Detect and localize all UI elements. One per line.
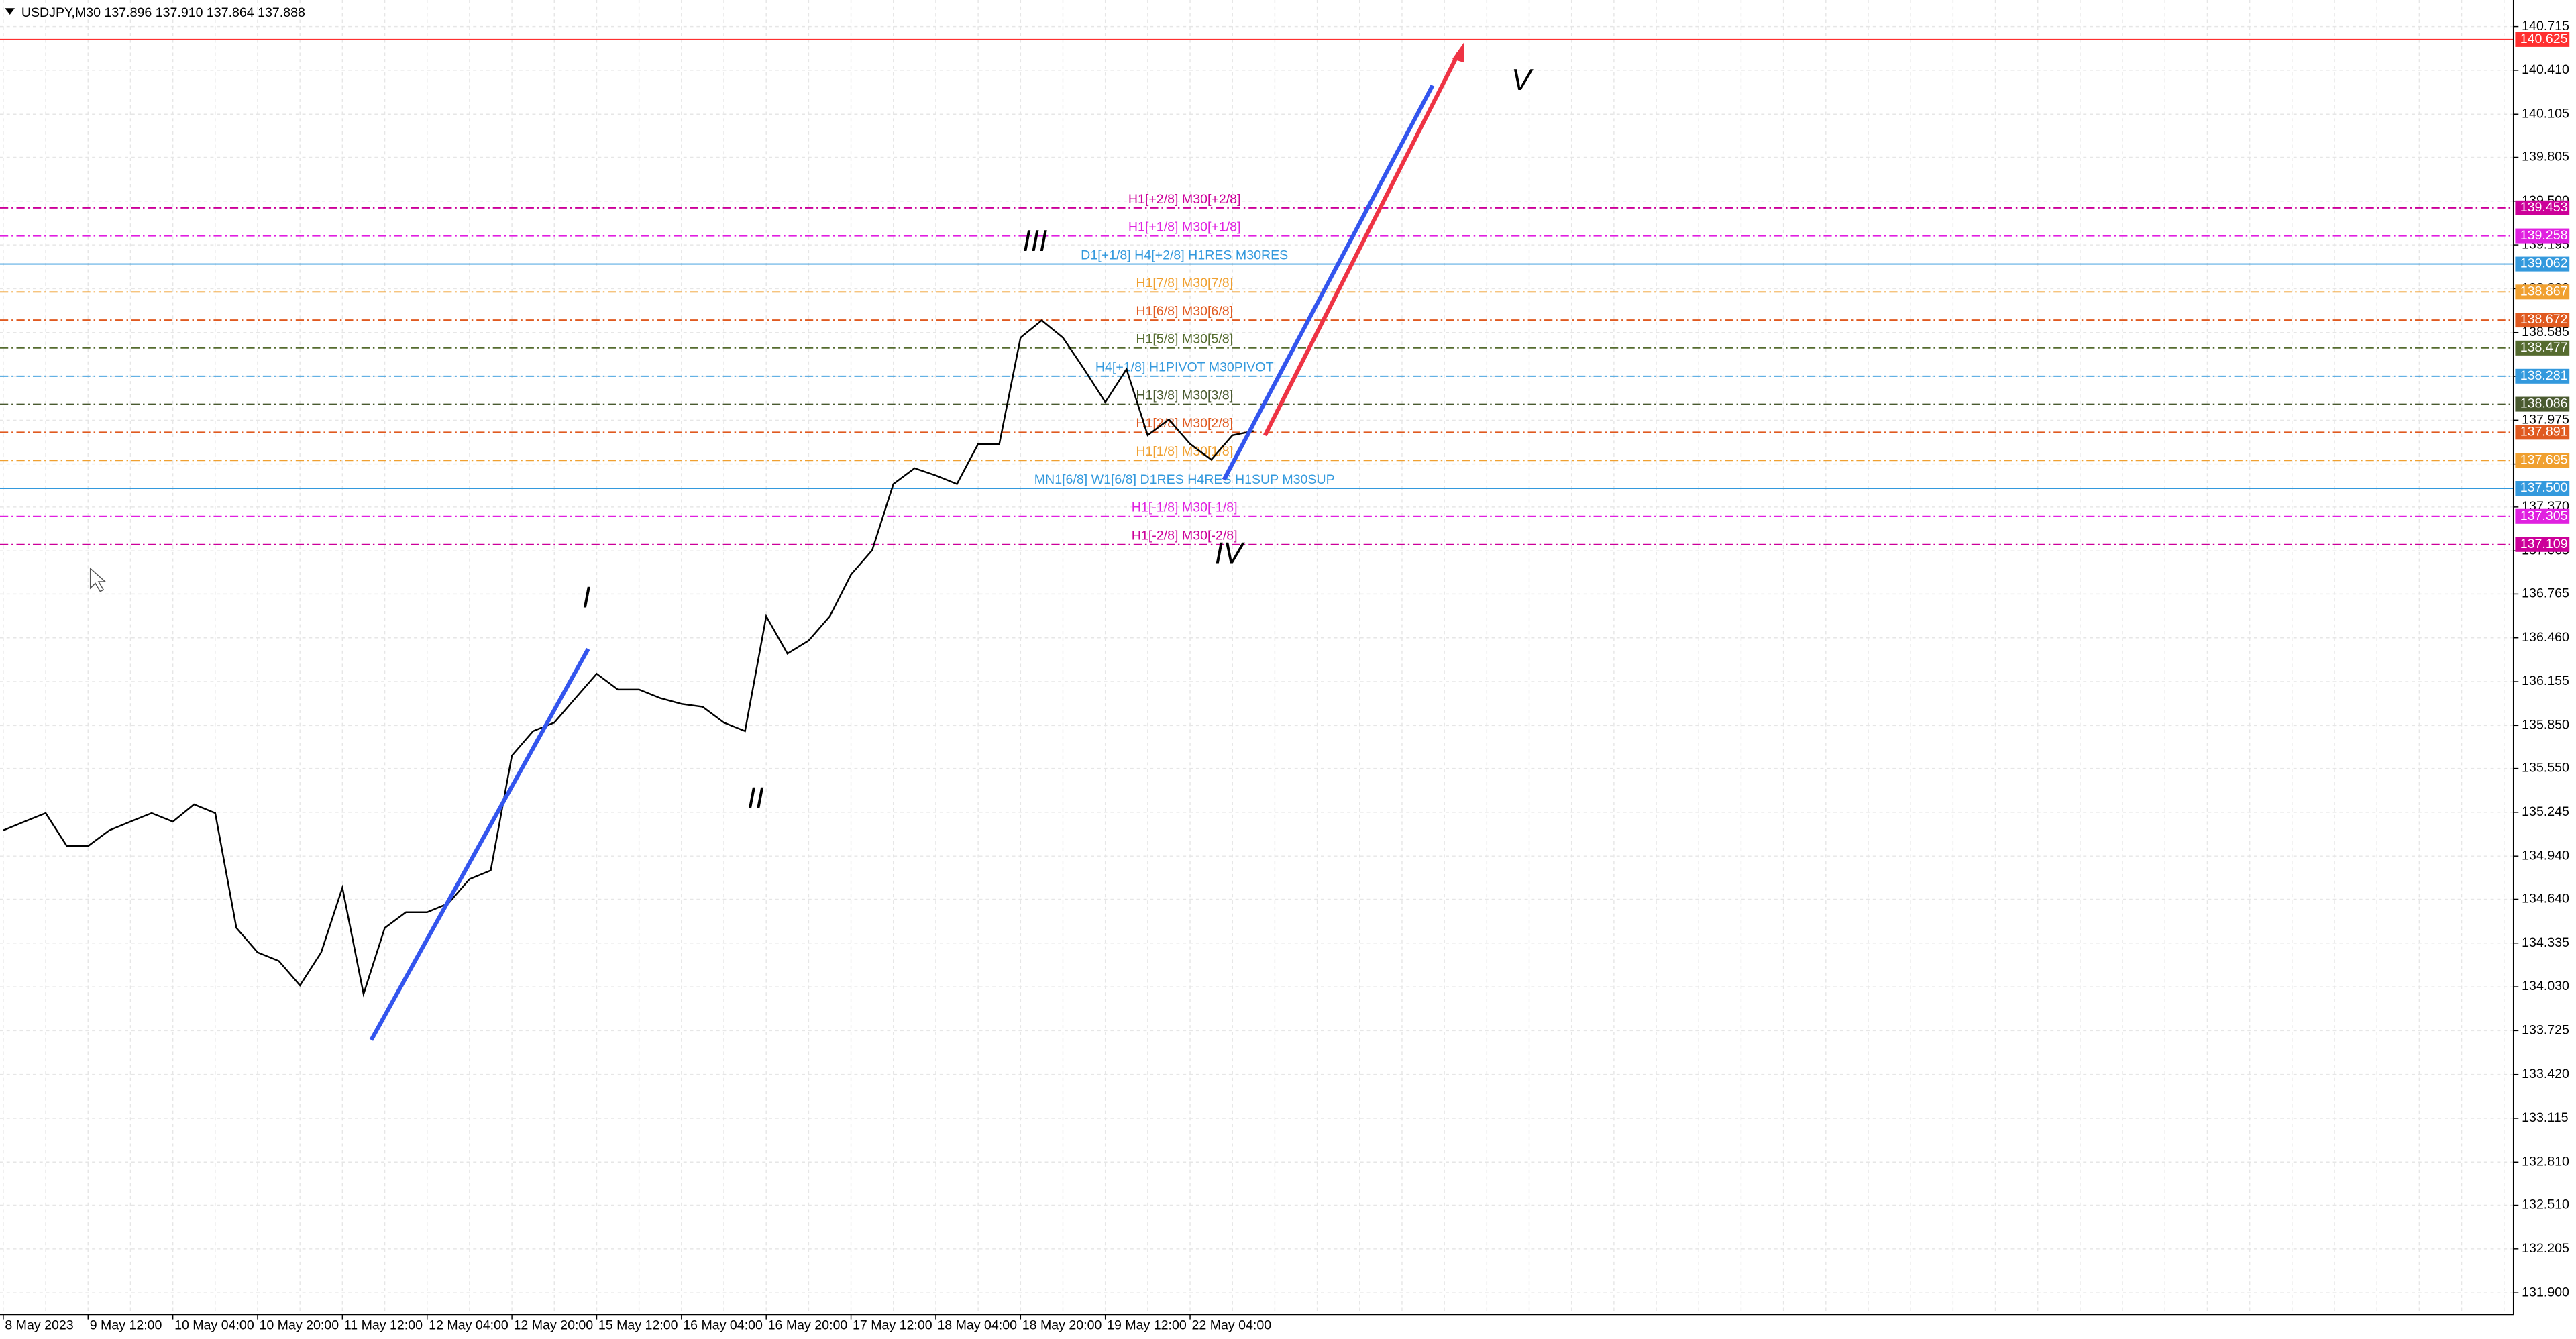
y-tick-label: 133.725 bbox=[2522, 1023, 2569, 1038]
level-label: H1[+1/8] M30[+1/8] bbox=[1128, 220, 1241, 235]
x-tick-label: 8 May 2023 bbox=[5, 1318, 73, 1333]
level-label: D1[+1/8] H4[+2/8] H1RES M30RES bbox=[1081, 248, 1288, 262]
level-label: H1[+2/8] M30[+2/8] bbox=[1128, 192, 1241, 207]
wave-label: V bbox=[1511, 64, 1534, 97]
y-tick-label: 133.420 bbox=[2522, 1067, 2569, 1081]
x-tick-label: 11 May 12:00 bbox=[344, 1318, 423, 1333]
x-tick-label: 18 May 20:00 bbox=[1022, 1318, 1102, 1333]
y-tick-label: 134.940 bbox=[2522, 848, 2569, 863]
level-label: H1[6/8] M30[6/8] bbox=[1136, 304, 1233, 319]
x-tick-label: 12 May 20:00 bbox=[514, 1318, 594, 1333]
y-tick-label: 132.205 bbox=[2522, 1241, 2569, 1256]
price-tag bbox=[2515, 396, 2570, 412]
x-tick-label: 17 May 12:00 bbox=[853, 1318, 932, 1333]
price-tag-label: 138.867 bbox=[2520, 284, 2568, 299]
price-tag-label: 137.109 bbox=[2520, 537, 2568, 551]
menu-icon[interactable] bbox=[5, 8, 15, 15]
y-tick-label: 136.460 bbox=[2522, 630, 2569, 645]
y-tick-label: 133.115 bbox=[2522, 1110, 2568, 1125]
price-tag-label: 139.258 bbox=[2520, 228, 2568, 243]
x-tick-label: 10 May 20:00 bbox=[259, 1318, 339, 1333]
price-tag-label: 137.305 bbox=[2520, 508, 2568, 523]
y-tick-label: 139.805 bbox=[2522, 150, 2569, 164]
price-tag bbox=[2515, 32, 2570, 47]
y-tick-label: 135.850 bbox=[2522, 718, 2569, 733]
y-tick-label: 132.810 bbox=[2522, 1154, 2569, 1169]
arrow-line bbox=[1263, 51, 1461, 437]
y-tick-label: 131.900 bbox=[2522, 1285, 2569, 1299]
y-tick-label: 135.245 bbox=[2522, 804, 2569, 819]
wave-label: II bbox=[747, 782, 763, 814]
level-label: H1[2/8] M30[2/8] bbox=[1136, 416, 1233, 431]
x-tick-label: 16 May 04:00 bbox=[683, 1318, 763, 1333]
wave-line bbox=[1222, 84, 1435, 481]
y-tick-label: 134.640 bbox=[2522, 892, 2569, 906]
price-tag bbox=[2515, 537, 2570, 552]
x-tick-label: 10 May 04:00 bbox=[174, 1318, 254, 1333]
header: USDJPY,M30 137.896 137.910 137.864 137.8… bbox=[21, 5, 305, 20]
price-tag-label: 138.477 bbox=[2520, 340, 2568, 355]
y-tick-label: 140.105 bbox=[2522, 106, 2569, 121]
price-tag-label: 138.086 bbox=[2520, 396, 2568, 411]
level-label: H1[7/8] M30[7/8] bbox=[1136, 276, 1233, 290]
x-tick-label: 12 May 04:00 bbox=[429, 1318, 508, 1333]
wave-labels: I II III IV V bbox=[582, 64, 1534, 814]
y-tick-label: 138.585 bbox=[2522, 325, 2569, 339]
price-tag bbox=[2515, 481, 2570, 496]
price-tag-label: 137.891 bbox=[2520, 424, 2568, 439]
y-tick-label: 140.715 bbox=[2522, 19, 2569, 34]
level-label: H1[1/8] M30[1/8] bbox=[1136, 444, 1233, 459]
grid bbox=[0, 0, 2514, 1315]
price-tag bbox=[2515, 284, 2570, 300]
price-tag-label: 137.695 bbox=[2520, 452, 2568, 467]
price-tag bbox=[2515, 228, 2570, 244]
price-tag-label: 139.062 bbox=[2520, 256, 2568, 271]
x-tick-label: 9 May 12:00 bbox=[90, 1318, 162, 1333]
wave-label: I bbox=[582, 582, 590, 614]
level-label: H1[3/8] M30[3/8] bbox=[1136, 388, 1233, 403]
y-tick-label: 136.765 bbox=[2522, 586, 2569, 601]
price-tag-label: 140.625 bbox=[2520, 32, 2568, 46]
y-tick-label: 132.510 bbox=[2522, 1197, 2569, 1212]
wave-line bbox=[369, 647, 590, 1041]
levels: H1[+2/8] M30[+2/8] H1[+1/8] M30[+1/8] D1[+… bbox=[0, 38, 2514, 545]
price-tag bbox=[2515, 368, 2570, 384]
x-tick-label: 16 May 20:00 bbox=[768, 1318, 848, 1333]
price-tag bbox=[2515, 508, 2570, 524]
y-tick-label: 134.335 bbox=[2522, 935, 2569, 950]
x-tick-label: 22 May 04:00 bbox=[1191, 1318, 1271, 1333]
arrow-head bbox=[1452, 42, 1464, 63]
x-tick-label: 18 May 04:00 bbox=[937, 1318, 1017, 1333]
price-tag bbox=[2515, 425, 2570, 440]
level-label: H1[5/8] M30[5/8] bbox=[1136, 332, 1233, 347]
level-label: H1[-2/8] M30[-2/8] bbox=[1132, 529, 1238, 543]
x-tick-label: 15 May 12:00 bbox=[598, 1318, 678, 1333]
price-tag-label: 138.672 bbox=[2520, 312, 2568, 327]
price-tag-label: 139.453 bbox=[2520, 200, 2568, 215]
price-tag-label: 138.281 bbox=[2520, 368, 2568, 383]
price-tag bbox=[2515, 313, 2570, 328]
y-tick-label: 137.975 bbox=[2522, 412, 2569, 427]
price-tag bbox=[2515, 256, 2570, 272]
y-tick-label: 134.030 bbox=[2522, 979, 2569, 994]
price-tag bbox=[2515, 453, 2570, 468]
cursor bbox=[89, 567, 107, 592]
price-tag bbox=[2515, 200, 2570, 215]
y-tick-label: 140.410 bbox=[2522, 62, 2569, 77]
level-label: MN1[6/8] W1[6/8] D1RES H4RES H1SUP M30SU… bbox=[1034, 472, 1335, 487]
wave-label: IV bbox=[1215, 537, 1245, 570]
price-line bbox=[3, 319, 1254, 998]
level-label: H1[-1/8] M30[-1/8] bbox=[1132, 500, 1238, 515]
y-tick-label: 136.155 bbox=[2522, 674, 2569, 688]
marks bbox=[3, 319, 1254, 998]
price-tag-label: 137.500 bbox=[2520, 480, 2568, 495]
y-tick-label: 135.550 bbox=[2522, 761, 2569, 775]
wave-label: III bbox=[1022, 225, 1047, 258]
level-label: H4[+1/8] H1PIVOT M30PIVOT bbox=[1095, 360, 1274, 375]
x-tick-label: 19 May 12:00 bbox=[1107, 1318, 1187, 1333]
price-tag bbox=[2515, 340, 2570, 356]
